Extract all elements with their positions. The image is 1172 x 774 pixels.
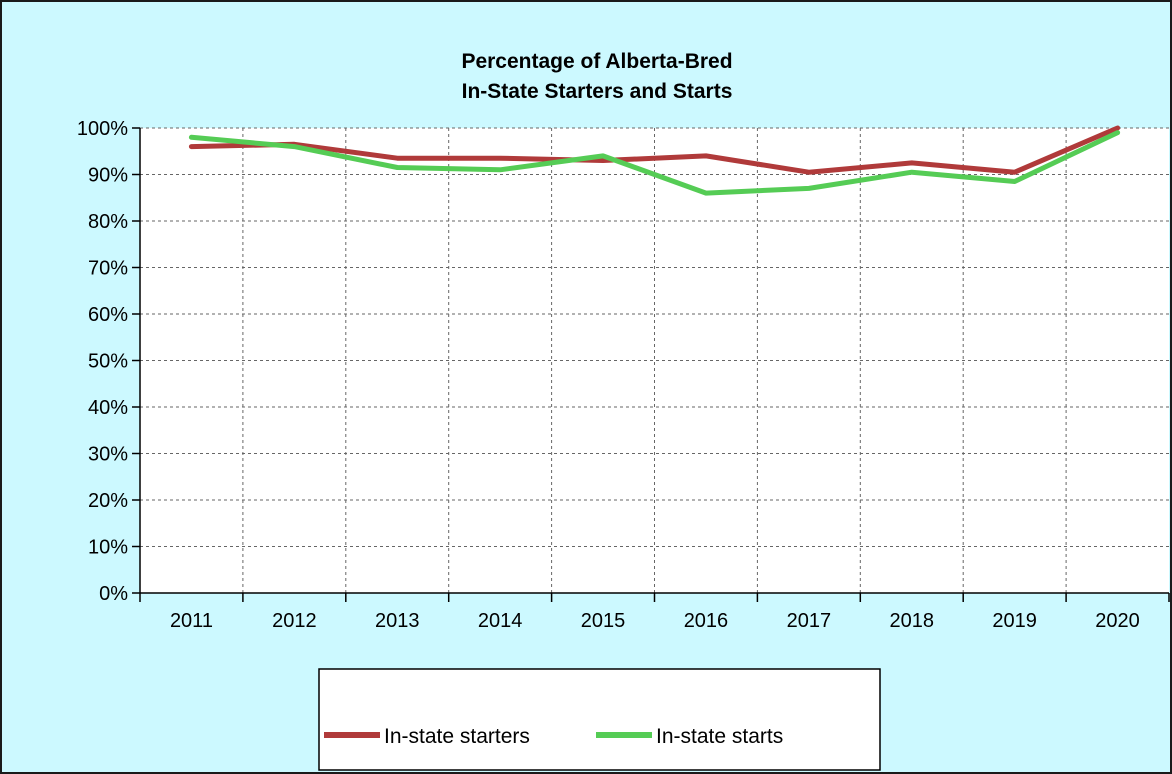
x-tick-label: 2014 [478, 610, 523, 632]
y-tick-label: 60% [88, 304, 128, 326]
y-tick-label: 80% [88, 211, 128, 233]
series-line-1 [188, 125, 1121, 175]
x-tick-label: 2015 [581, 610, 626, 632]
x-tick-label: 2016 [684, 610, 729, 632]
plot-area [140, 128, 1169, 593]
x-tick-label: 2017 [787, 610, 832, 632]
series-line-2 [188, 130, 1121, 196]
y-tick-label: 40% [88, 397, 128, 419]
y-tick-label: 10% [88, 537, 128, 559]
chart-title-line-1: Percentage of Alberta-Bred [461, 50, 732, 73]
y-tick-label: 30% [88, 444, 128, 466]
y-tick-label: 100% [77, 118, 128, 140]
x-tick-label: 2018 [890, 610, 935, 632]
x-tick-label: 2011 [170, 610, 213, 632]
y-tick-label: 50% [88, 351, 128, 373]
y-tick-label: 0% [99, 583, 128, 605]
x-tick-label: 2012 [272, 610, 317, 632]
y-tick-label: 90% [88, 165, 128, 187]
series-lines [188, 125, 1121, 196]
y-axis-tick-labels: 0% 10% 20% 30% 40% 50% 60% 70% 80% 90% 100% [77, 118, 128, 605]
legend-box [318, 668, 881, 771]
axes [132, 127, 1170, 602]
x-tick-label: 2020 [1095, 610, 1140, 632]
x-tick-label: 2019 [992, 610, 1037, 632]
chart-title-line-2: In-State Starters and Starts [462, 80, 733, 103]
y-tick-label: 70% [88, 258, 128, 280]
legend-label-1: In-state starters [384, 725, 530, 748]
y-tick-label: 20% [88, 490, 128, 512]
x-tick-label: 2013 [375, 610, 420, 632]
x-axis-tick-labels: 2011 2012 2013 2014 2015 2016 2017 2018 2019 2020 [170, 610, 1140, 632]
legend-label-2: In-state starts [656, 725, 783, 748]
chart-title: Percentage of Alberta-Bred In-State Star… [461, 50, 732, 103]
legend: In-state starters In-state starts [318, 668, 881, 771]
